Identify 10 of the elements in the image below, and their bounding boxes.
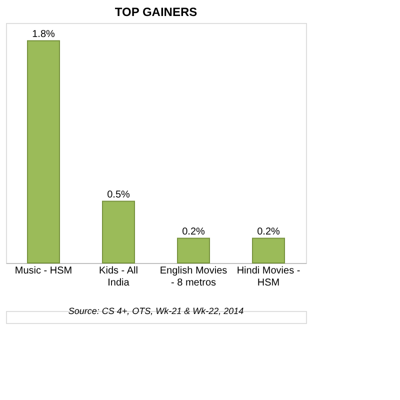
x-tick-label: Kids - All India <box>99 266 138 288</box>
x-tick-label: Music - HSM <box>14 266 72 276</box>
source-note: Source: CS 4+, OTS, Wk-21 & Wk-22, 2014 <box>68 306 244 316</box>
x-tick-label: English Movies - 8 metros <box>160 266 228 288</box>
chart-title: TOP GAINERS <box>114 5 198 19</box>
data-label: 0.2% <box>182 226 206 238</box>
data-label: 1.8% <box>32 28 56 40</box>
data-label: 0.2% <box>257 226 280 238</box>
x-tick-label: Hindi Movies - HSM <box>236 266 300 288</box>
data-label: 0.5% <box>107 189 130 200</box>
